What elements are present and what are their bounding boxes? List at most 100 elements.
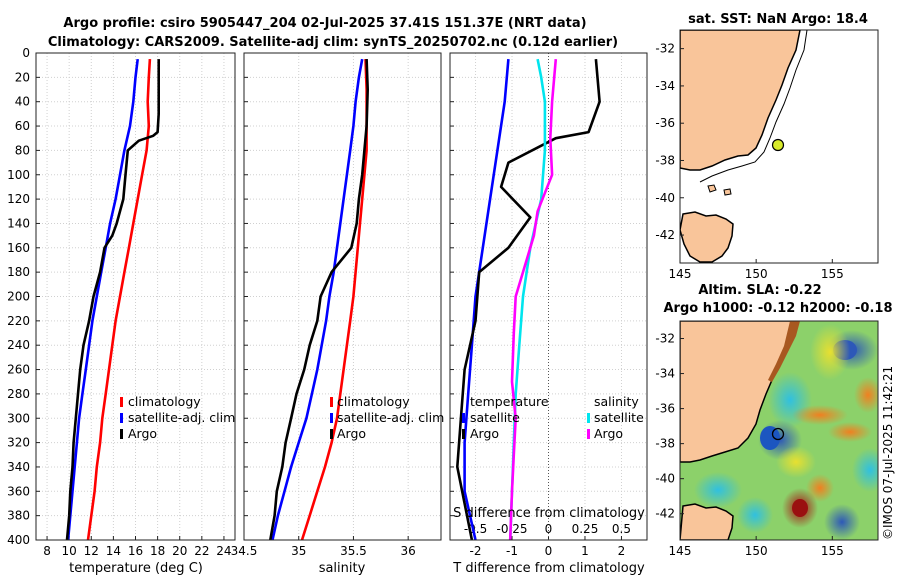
temperature-panel: 8 10 12 14 16 18 20 22 24	[35, 52, 236, 558]
depth-tick-label: 100	[7, 168, 30, 182]
s-tick-label: 0.25	[572, 522, 599, 536]
difference-panel: -2 -1 0 1 2 -0.5 -0.25 0 0.25 0.5	[449, 52, 648, 558]
map-x-tick-label: 150	[745, 267, 768, 281]
map-y-tick-label: -36	[655, 402, 675, 416]
map-x-tick-label: 150	[745, 544, 768, 558]
map-x-tick-label: 155	[821, 267, 844, 281]
map-y-tick-label: -38	[655, 437, 675, 451]
x-tick-label: 12	[84, 544, 99, 558]
sst-map	[679, 29, 879, 264]
series-climatology	[300, 59, 368, 541]
depth-tick-labels: 0 20 40 60 80 100 120 140 160 180 200 220 240 260 280 3…	[7, 46, 30, 547]
s-tick-label: 0.5	[612, 522, 631, 536]
s-tick-label: -0.5	[464, 522, 487, 536]
salinity-panel: 34.5 35 35.5 36	[231, 52, 442, 558]
sst-argo-marker	[771, 138, 785, 152]
x-tick-label: 20	[172, 544, 187, 558]
x-tick-label: 35.5	[340, 544, 367, 558]
sla-argo-marker	[771, 427, 785, 441]
x-tick-label: 2	[618, 544, 626, 558]
difference-legend: temperature satellite Argo salinity sate…	[462, 394, 644, 441]
map-x-tick-label: 155	[821, 544, 844, 558]
legend-swatch-argo	[120, 429, 123, 439]
legend-swatch-s-satellite	[587, 413, 590, 423]
map-y-tick-label: -42	[655, 507, 675, 521]
map-y-tick-label: -34	[655, 79, 675, 93]
legend-swatch-satellite	[330, 413, 333, 423]
sst-land-mainland	[680, 30, 801, 171]
depth-tick-label: 240	[7, 338, 30, 352]
series-satellite-adj-clim	[271, 58, 364, 541]
x-tick-label: -2	[470, 544, 482, 558]
sla-map-title-line1: Altim. SLA: -0.22	[698, 283, 821, 298]
figure-title-line2: Climatology: CARS2009. Satellite-adj cli…	[48, 35, 618, 50]
legend-swatch-satellite	[120, 413, 123, 423]
depth-tick-label: 60	[15, 119, 30, 133]
legend-swatch-s-argo	[587, 429, 590, 439]
sst-bass-islands	[707, 184, 732, 196]
sla-field	[680, 321, 878, 540]
depth-tick-label: 40	[15, 95, 30, 109]
salinity-legend: climatology satellite-adj. clim Argo	[330, 394, 444, 441]
depth-tick-label: 340	[7, 460, 30, 474]
depth-tick-label: 140	[7, 216, 30, 230]
map-y-tick-label: -38	[655, 153, 675, 167]
legend-label-argo: Argo	[337, 426, 366, 441]
x-tick-label: 36	[401, 544, 416, 558]
legend-label-t-satellite: satellite	[470, 410, 520, 425]
map-y-tick-label: -40	[655, 191, 675, 205]
depth-tick-label: 280	[7, 387, 30, 401]
depth-tick-label: 360	[7, 484, 30, 498]
depth-tick-label: 0	[22, 46, 30, 60]
legend-label-satellite: satellite-adj. clim	[128, 410, 235, 425]
sst-map-title: sat. SST: NaN Argo: 18.4	[688, 12, 868, 27]
legend-label-s-argo: Argo	[594, 426, 623, 441]
series-climatology	[86, 59, 152, 541]
series-s-argo	[508, 58, 558, 541]
legend-label-satellite: satellite-adj. clim	[337, 410, 444, 425]
figure-title-line1: Argo profile: csiro 5905447_204 02-Jul-2…	[63, 16, 586, 31]
s-tick-label: 0	[545, 522, 553, 536]
x-tick-label: 34.5	[231, 544, 258, 558]
x-tick-label: 10	[62, 544, 77, 558]
x-tick-label: 22	[194, 544, 209, 558]
temperature-legend: climatology satellite-adj. clim Argo	[120, 394, 235, 441]
depth-tick-label: 320	[7, 436, 30, 450]
x-tick-label: 0	[545, 544, 553, 558]
x-tick-label: 8	[43, 544, 51, 558]
legend-label-climatology: climatology	[337, 394, 410, 409]
legend-label-salinity: salinity	[594, 394, 639, 409]
panel-border	[449, 52, 648, 541]
sst-map-ticks: 145 150 155 -32 -34 -36 -38 -40 -42	[655, 42, 843, 281]
depth-tick-label: 180	[7, 265, 30, 279]
depth-tick-label: 300	[7, 411, 30, 425]
map-x-tick-label: 145	[669, 267, 692, 281]
map-y-tick-label: -32	[655, 332, 675, 346]
legend-label-temperature: temperature	[470, 394, 549, 409]
panel-border	[243, 52, 442, 541]
map-y-tick-label: -36	[655, 116, 675, 130]
depth-tick-label: 120	[7, 192, 30, 206]
sla-map	[679, 320, 879, 541]
legend-swatch-argo	[330, 429, 333, 439]
sla-coastal-band	[768, 321, 800, 382]
depth-tick-label: 160	[7, 241, 30, 255]
map-y-tick-label: -32	[655, 42, 675, 56]
t-difference-axis-label: T difference from climatology	[452, 561, 645, 576]
depth-tick-label: 380	[7, 509, 30, 523]
series-argo	[65, 59, 160, 541]
x-tick-label: 18	[150, 544, 165, 558]
map-y-tick-label: -40	[655, 472, 675, 486]
legend-label-t-argo: Argo	[470, 426, 499, 441]
temperature-axis-label: temperature (deg C)	[69, 561, 203, 576]
sla-map-title-line2: Argo h1000: -0.12 h2000: -0.18	[663, 301, 892, 316]
legend-label-argo: Argo	[128, 426, 157, 441]
legend-swatch-t-satellite	[462, 413, 465, 423]
salinity-axis-label: salinity	[319, 561, 366, 576]
map-y-tick-label: -42	[655, 228, 675, 242]
panel-border	[35, 52, 236, 541]
depth-tick-label: 200	[7, 290, 30, 304]
imos-credit: ©IMOS 07-Jul-2025 11:42:21	[881, 366, 895, 540]
sst-land-tasmania	[680, 211, 734, 263]
